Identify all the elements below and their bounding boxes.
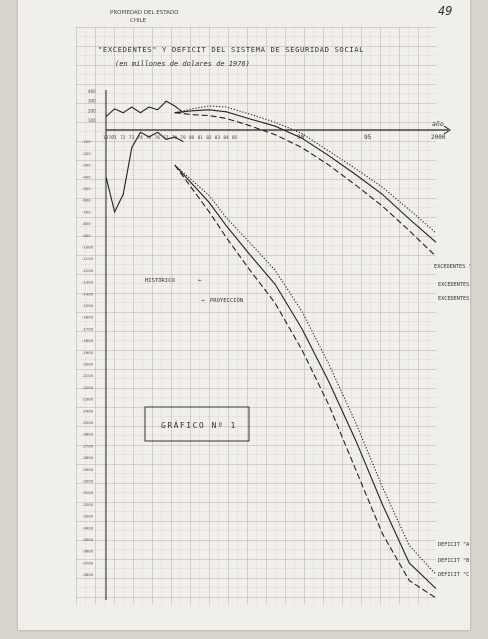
x-tick-label: 81 <box>198 135 204 140</box>
y-tick-label: -2700 <box>82 443 94 448</box>
y-tick-label: -2100 <box>82 373 94 378</box>
series-line <box>174 105 437 234</box>
report-page: 49 PROPIEDAD DEL ESTADO CHILE "EXCEDENTE… <box>18 0 470 630</box>
y-tick-label: -1000 <box>82 245 94 250</box>
series-labels: EXCEDENTES "A" EXCEDENTES "B" EXCEDENTES "… <box>434 264 470 578</box>
stamp-line-2: CHILE <box>130 18 147 24</box>
y-tick-label: -3100 <box>82 490 94 495</box>
x-axis-label: 95 <box>364 134 372 141</box>
y-tick-label: -1900 <box>82 350 94 355</box>
series-line <box>105 100 184 118</box>
y-tick-label: -2600 <box>82 432 94 437</box>
projection-arrow: → <box>201 297 205 304</box>
x-tick-label: 79 <box>180 135 186 140</box>
series-line <box>174 109 437 243</box>
series-end-label: DEFICIT "C" <box>438 572 470 578</box>
y-tick-label: -900 <box>82 233 91 238</box>
y-tick-label: 300 <box>88 99 96 104</box>
x-tick-label: 71 <box>112 135 118 140</box>
y-tick-label: -1100 <box>82 256 94 261</box>
x-tick-label: 84 <box>223 135 229 140</box>
y-tick-label: -100 <box>82 139 91 144</box>
series-line <box>174 112 437 257</box>
x-tick-label: 76 <box>155 135 161 140</box>
y-tick-label: -300 <box>82 163 91 168</box>
chart-subtitle: (en millones de dolares de 1976) <box>115 60 250 68</box>
projection-label: PROYECCIÓN <box>210 297 243 304</box>
series-end-label: EXCEDENTES "A" <box>434 264 470 270</box>
x-tick-label: 72 <box>120 135 126 140</box>
y-tick-label: -2800 <box>82 455 94 460</box>
page-number: 49 <box>438 4 452 18</box>
x-tick-label: 1970 <box>103 135 114 140</box>
y-tick-label: 400 <box>88 89 96 94</box>
y-tick-label: -3500 <box>82 537 94 542</box>
chart-badge: GRÁFICO Nº 1 <box>161 419 237 430</box>
y-tick-label: -400 <box>82 174 91 179</box>
y-tick-label: -700 <box>82 209 91 214</box>
x-tick-label: 77 <box>163 135 169 140</box>
series-line <box>174 164 437 575</box>
x-tick-label: 73 <box>129 135 135 140</box>
y-tick-label: -2200 <box>82 385 94 390</box>
y-tick-label: -500 <box>82 186 91 191</box>
axes <box>105 90 451 600</box>
y-tick-label: -200 <box>82 151 91 156</box>
series-lines <box>105 100 437 599</box>
graph-paper-grid-major <box>76 27 436 605</box>
y-tick-label: -3400 <box>82 525 94 530</box>
series-end-label: DEFICIT "B" <box>438 558 470 564</box>
y-tick-label: -3300 <box>82 514 94 519</box>
x-axis-title: año <box>432 120 444 128</box>
y-tick-label: -1800 <box>82 338 94 343</box>
x-tick-label: 82 <box>206 135 212 140</box>
y-tick-label: -1700 <box>82 326 94 331</box>
x-axis-arrow <box>443 125 451 135</box>
series-end-label: EXCEDENTES "C" <box>438 296 470 302</box>
series-end-label: DEFICIT "A" <box>438 542 470 548</box>
y-tick-label: -2400 <box>82 408 94 413</box>
y-tick-label: -3700 <box>82 560 94 565</box>
series-end-label: EXCEDENTES "B" <box>438 282 470 288</box>
y-tick-label: -2500 <box>82 420 94 425</box>
y-tick-label: -3000 <box>82 479 94 484</box>
x-tick-label: 74 <box>137 135 143 140</box>
series-line <box>174 164 437 589</box>
y-tick-label: -1200 <box>82 268 94 273</box>
y-tick-label: 100 <box>88 118 96 123</box>
series-line <box>174 164 437 599</box>
chart-badge-box <box>144 406 250 442</box>
y-tick-label: -3600 <box>82 549 94 554</box>
historical-arrow: ← <box>198 277 202 284</box>
x-axis-label: 2000 <box>431 134 446 141</box>
chart-title: "EXCEDENTES" Y DEFICIT DEL SISTEMA DE SE… <box>98 45 364 54</box>
stamp-line-1: PROPIEDAD DEL ESTADO <box>110 10 179 16</box>
y-tick-label: -1300 <box>82 280 94 285</box>
historical-label: HISTÓRICO <box>145 277 175 284</box>
chart-svg: 49 PROPIEDAD DEL ESTADO CHILE "EXCEDENTE… <box>76 4 470 605</box>
y-tick-label: -1400 <box>82 291 94 296</box>
y-tick-label: -800 <box>82 221 91 226</box>
y-tick-label: -2300 <box>82 397 94 402</box>
y-tick-label: -3200 <box>82 502 94 507</box>
y-tick-label: -1600 <box>82 315 94 320</box>
y-tick-label: -600 <box>82 198 91 203</box>
y-tick-label: -1500 <box>82 303 94 308</box>
x-tick-label: 85 <box>232 135 238 140</box>
x-tick-label: 80 <box>189 135 195 140</box>
y-tick-label: -3800 <box>82 572 94 577</box>
series-line <box>105 131 184 214</box>
x-tick-label: 83 <box>215 135 221 140</box>
y-tick-label: -2000 <box>82 362 94 367</box>
y-tick-label: 200 <box>88 108 96 113</box>
y-tick-label: -2900 <box>82 467 94 472</box>
